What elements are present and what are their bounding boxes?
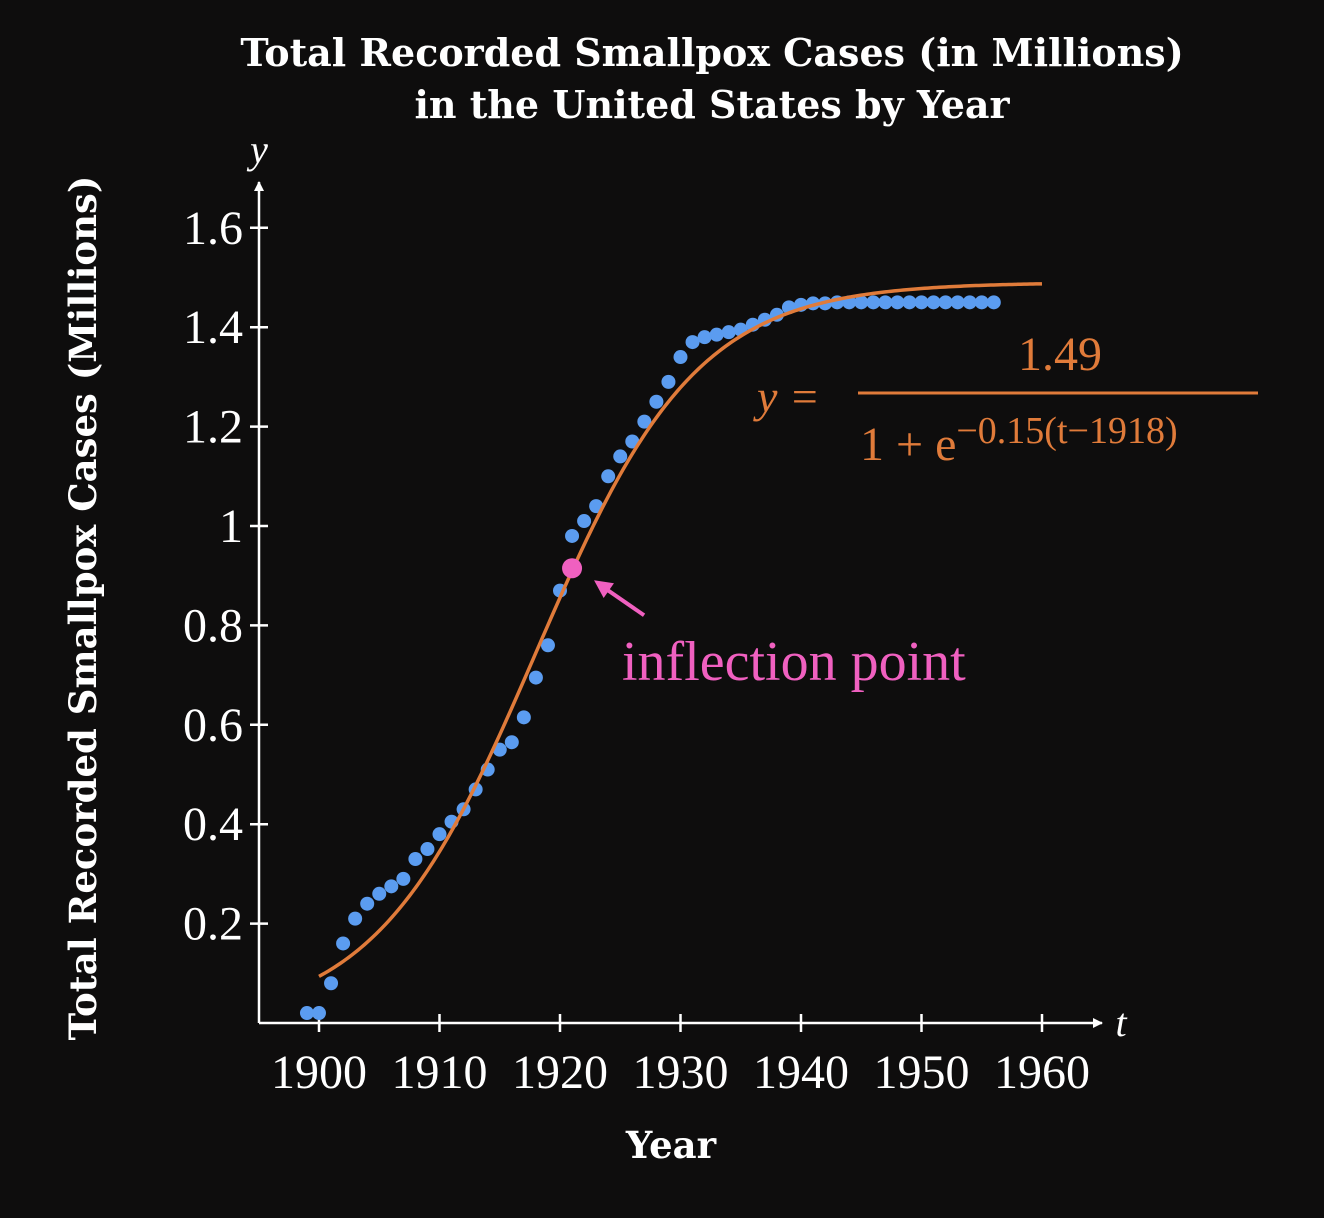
x-tick-label: 1960 [994, 1046, 1090, 1099]
y-tick-label: 1.2 [183, 401, 243, 454]
data-point [299, 1006, 314, 1021]
y-axis-variable: y [246, 127, 268, 172]
equation-exponent: −0.15(t−1918) [956, 410, 1177, 452]
y-axis-title: Total Recorded Smallpox Cases (Millions) [61, 176, 105, 1041]
data-point [516, 710, 531, 725]
data-point [360, 896, 375, 911]
x-axis-variable: t [1115, 1000, 1127, 1045]
data-point [938, 295, 953, 310]
data-point [950, 295, 965, 310]
x-ticks: 1900 1910 1920 1930 1940 1950 1960 [271, 1014, 1090, 1099]
inflection-label: inflection point [622, 631, 966, 693]
data-point [540, 638, 555, 653]
x-tick-label: 1940 [753, 1046, 849, 1099]
data-point [432, 827, 447, 842]
inflection-arrow [600, 584, 646, 617]
equation-denominator-base: 1 + e [860, 418, 956, 471]
y-tick-label: 0.2 [183, 898, 243, 951]
data-point [974, 295, 989, 310]
data-point [565, 528, 580, 543]
data-point [637, 414, 652, 429]
data-point [601, 469, 616, 484]
inflection-point-marker [562, 558, 583, 579]
data-point [986, 295, 1001, 310]
data-point [697, 330, 712, 345]
data-point [384, 879, 399, 894]
y-tick-label: 1.4 [183, 301, 243, 354]
y-tick-label: 0.6 [183, 699, 243, 752]
data-point [709, 327, 724, 342]
data-point [721, 325, 736, 340]
data-point [661, 374, 676, 389]
data-point [372, 886, 387, 901]
y-tick-label: 0.4 [183, 798, 243, 851]
data-point [914, 295, 929, 310]
data-point [396, 871, 411, 886]
data-point [408, 851, 423, 866]
y-ticks: 0.2 0.4 0.6 0.8 1 1.2 1.4 1.6 [183, 202, 268, 951]
x-tick-label: 1910 [392, 1046, 488, 1099]
chart-subtitle: in the United States by Year [414, 82, 1010, 127]
fit-curve [318, 282, 1043, 978]
data-point [673, 350, 688, 365]
data-point [336, 936, 351, 951]
data-point [577, 514, 592, 529]
equation-numerator: 1.49 [1018, 328, 1102, 381]
data-point [649, 394, 664, 409]
x-tick-label: 1950 [874, 1046, 970, 1099]
data-point [962, 295, 977, 310]
inflection-annotation: inflection point [562, 558, 966, 693]
data-point [890, 295, 905, 310]
data-point [902, 295, 917, 310]
data-point [312, 1006, 326, 1021]
x-tick-label: 1900 [271, 1046, 367, 1099]
data-point [420, 842, 435, 857]
x-axis-title: Year [625, 1123, 717, 1167]
equation-denominator: 1 + e−0.15(t−1918) [860, 410, 1178, 471]
x-tick-label: 1930 [633, 1046, 729, 1099]
data-point [926, 295, 941, 310]
fit-equation: y = 1.49 1 + e−0.15(t−1918) [753, 328, 1258, 471]
y-tick-label: 0.8 [183, 599, 243, 652]
data-point [854, 295, 869, 310]
data-point [685, 335, 700, 350]
y-tick-label: 1 [219, 500, 243, 553]
data-point [878, 295, 893, 310]
y-tick-label: 1.6 [183, 202, 243, 255]
inflection-arrowhead [594, 580, 614, 598]
chart-title: Total Recorded Smallpox Cases (in Millio… [240, 30, 1183, 75]
x-tick-label: 1920 [512, 1046, 608, 1099]
data-point [613, 449, 628, 464]
data-point [504, 735, 519, 750]
equation-lhs: y = [753, 371, 820, 422]
data-point [528, 670, 543, 685]
data-point [348, 911, 363, 926]
data-point [866, 295, 881, 310]
data-point [324, 976, 339, 991]
fit-curve-line [318, 282, 1043, 978]
